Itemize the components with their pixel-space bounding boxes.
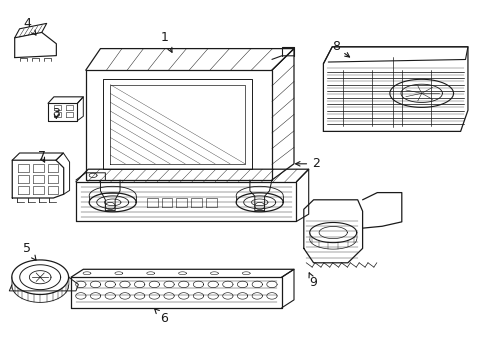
Text: 5: 5: [23, 242, 36, 260]
Text: 4: 4: [23, 17, 36, 35]
Text: 7: 7: [38, 150, 46, 163]
Text: 6: 6: [155, 309, 168, 325]
Text: 3: 3: [52, 107, 60, 120]
Text: 1: 1: [160, 31, 172, 52]
Text: 2: 2: [295, 157, 320, 170]
Text: 8: 8: [332, 40, 349, 57]
Text: 9: 9: [309, 273, 318, 289]
